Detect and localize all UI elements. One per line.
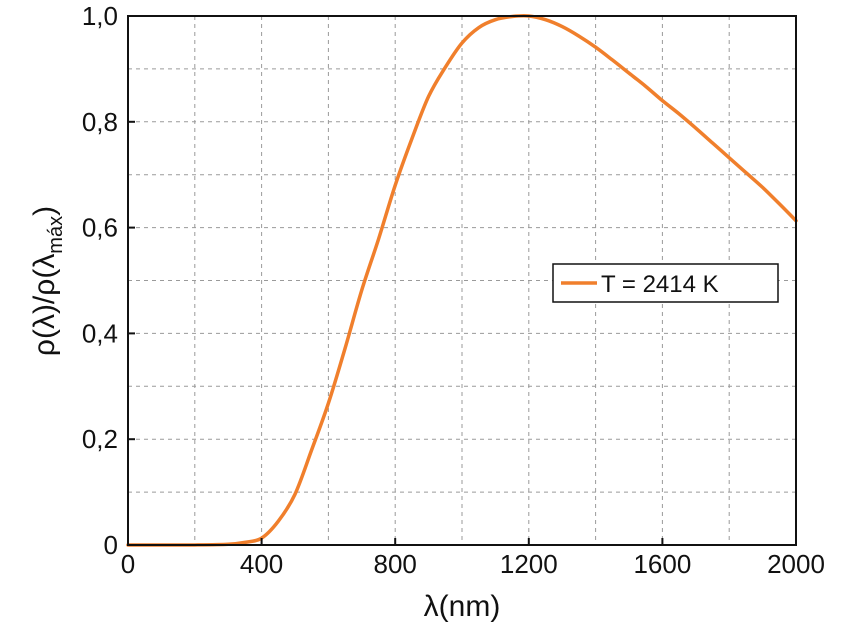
y-tick-label: 1,0 [82,1,118,31]
y-axis-label: ρ(λ)/ρ(λmáx) [28,206,67,356]
x-axis-label: λ(nm) [424,590,501,623]
legend: T = 2414 K [552,263,779,303]
y-tick-label: 0 [104,530,118,560]
x-tick-label: 1600 [633,549,691,579]
legend-label: T = 2414 K [601,271,719,298]
tick-labels: 0 400 800 1200 1600 2000 0 0,2 0,4 0,6 0,8 1,0 [82,1,825,579]
series-layer [126,14,798,547]
series-line-t2414 [126,14,798,547]
y-tick-label: 0,6 [82,213,118,243]
x-tick-label: 400 [240,549,283,579]
y-tick-label: 0,8 [82,107,118,137]
x-tick-label: 1200 [500,549,558,579]
x-tick-label: 2000 [767,549,825,579]
x-tick-label: 0 [121,549,135,579]
x-tick-label: 800 [374,549,417,579]
y-axis-label-main: ρ(λ)/ρ(λ [28,254,61,356]
y-axis-label-sub: máx [45,216,67,254]
y-tick-label: 0,4 [82,318,118,348]
plot-frame [127,15,797,546]
y-axis-label-close: ) [28,206,61,216]
y-tick-label: 0,2 [82,424,118,454]
